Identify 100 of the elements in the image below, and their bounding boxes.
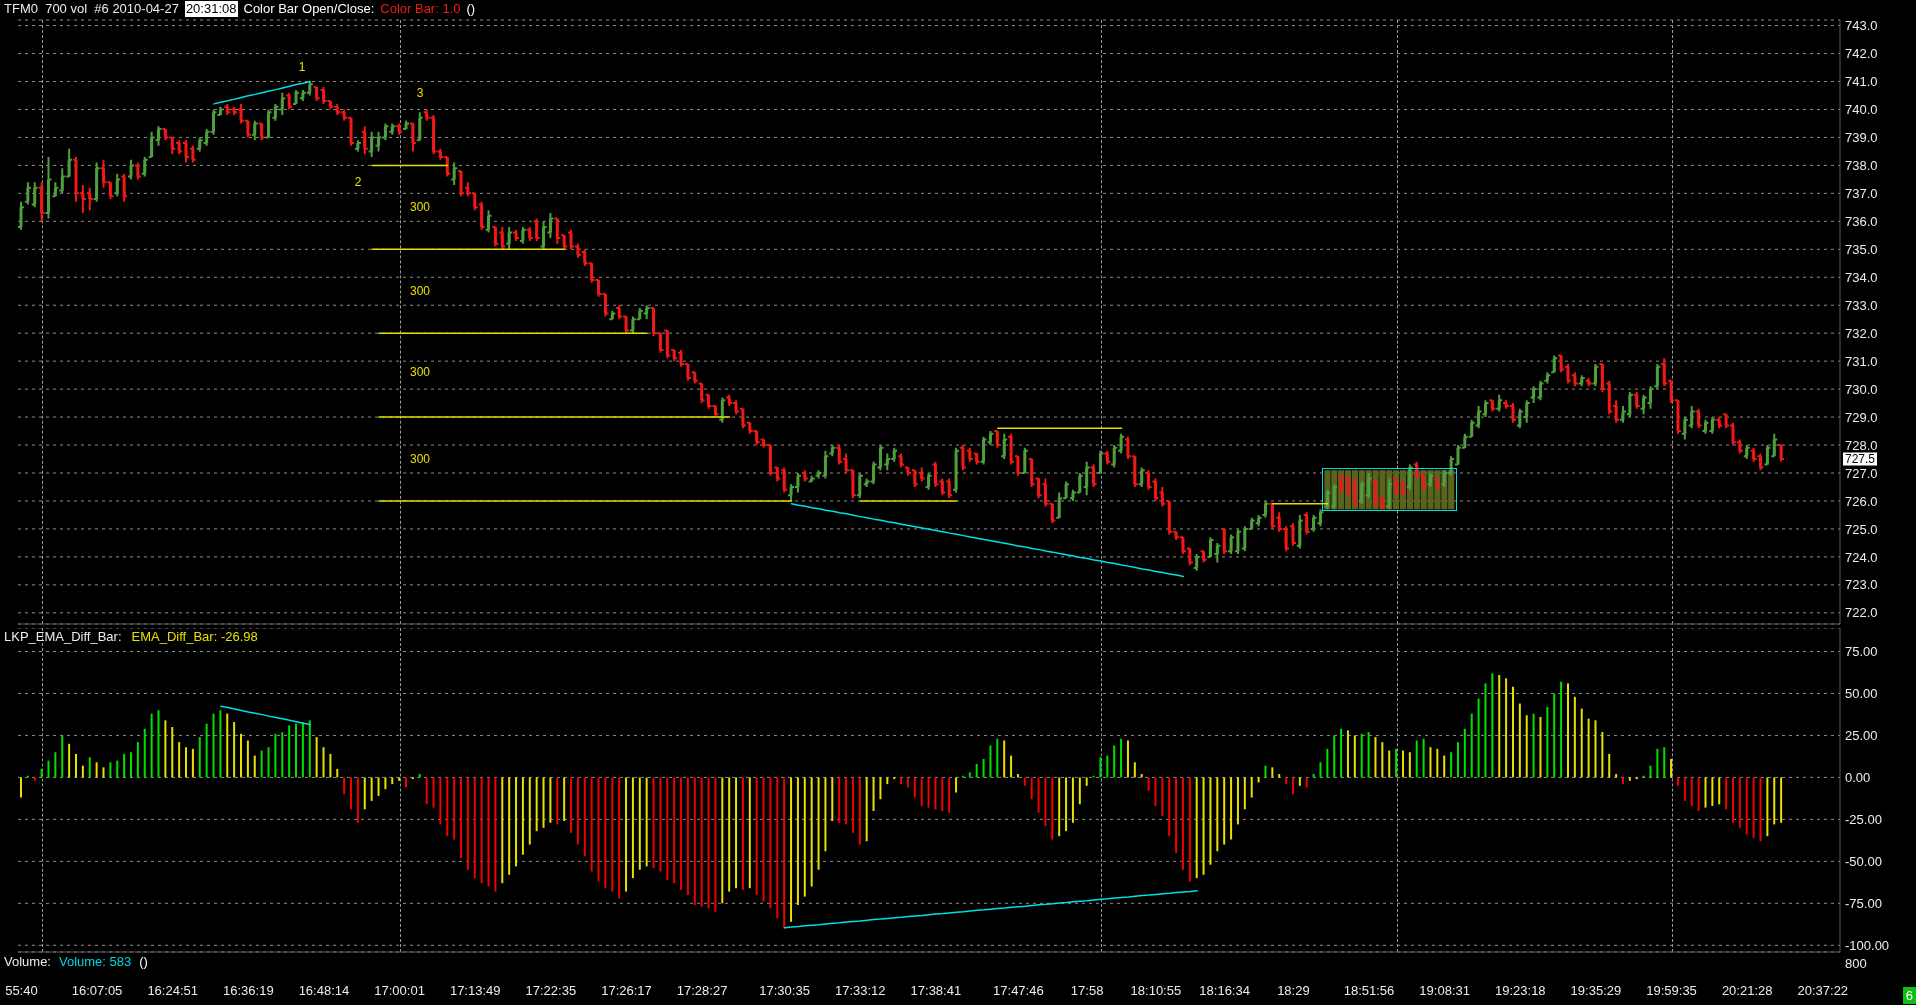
- bar: [597, 777, 600, 882]
- y-tick-label: 722.0: [1845, 605, 1878, 621]
- bar: [226, 713, 229, 778]
- bar: [1037, 777, 1040, 813]
- y-tick-label: 25.00: [1845, 728, 1878, 744]
- bar: [762, 777, 765, 902]
- bar: [625, 777, 628, 892]
- bar: [576, 777, 579, 845]
- bar: [1271, 767, 1274, 778]
- bar: [109, 762, 112, 778]
- y-tick-label: 728.0: [1845, 437, 1878, 453]
- bar: [1415, 740, 1418, 778]
- bar: [391, 777, 394, 785]
- x-tick-label: 19:08:31: [1419, 983, 1470, 999]
- bar: [1181, 777, 1184, 870]
- bar: [1436, 748, 1439, 778]
- bar: [130, 752, 133, 778]
- bar: [982, 758, 985, 778]
- bar: [1071, 777, 1074, 823]
- x-tick-label: 17:38:41: [910, 983, 962, 999]
- bar: [350, 777, 353, 810]
- bar: [1044, 777, 1047, 827]
- bar: [1532, 713, 1535, 778]
- y-tick-label: 743.0: [1845, 18, 1878, 34]
- bar: [1683, 777, 1686, 801]
- x-tick-label: 17:28:27: [676, 983, 728, 999]
- bar: [810, 777, 813, 887]
- chart-subtitle: 20:31:08: [184, 1, 238, 17]
- bar: [1106, 755, 1109, 778]
- x-tick-label: 16:36:19: [223, 983, 274, 999]
- bar: [1766, 777, 1769, 837]
- x-tick-label: 17:33:12: [834, 983, 886, 999]
- bar: [1690, 777, 1693, 806]
- bar: [1175, 777, 1178, 853]
- bar: [260, 750, 263, 778]
- bar: [171, 727, 174, 778]
- bar: [673, 777, 676, 884]
- bar: [1395, 748, 1398, 778]
- bar: [1195, 777, 1198, 879]
- bar: [68, 743, 71, 778]
- bar: [590, 777, 593, 872]
- bar: [123, 753, 126, 778]
- bar: [1738, 777, 1741, 828]
- bar: [1780, 777, 1783, 823]
- bar: [219, 710, 222, 778]
- bar: [1154, 777, 1157, 806]
- y-tick-label: 735.0: [1845, 241, 1878, 257]
- bar: [198, 737, 201, 778]
- bar: [501, 777, 504, 884]
- bar: [1065, 777, 1068, 832]
- x-tick-label: 17:22:35: [525, 983, 577, 999]
- bar: [1422, 738, 1425, 778]
- bar: [948, 777, 951, 813]
- bar: [281, 732, 284, 778]
- bar: [1580, 708, 1583, 778]
- bar: [886, 777, 889, 785]
- bar: [776, 777, 779, 919]
- bar: [790, 777, 793, 922]
- bar: [33, 777, 36, 781]
- y-tick-label: 738.0: [1845, 158, 1878, 174]
- bar: [1656, 748, 1659, 778]
- chart-subtitle: EMA_Diff_Bar: -26.98: [131, 629, 258, 645]
- bar: [363, 777, 366, 810]
- bar: [570, 777, 573, 833]
- bar: [212, 713, 215, 778]
- bar: [1346, 730, 1349, 778]
- bar: [102, 767, 105, 778]
- bar: [1408, 752, 1411, 778]
- bar: [336, 769, 339, 778]
- bar: [295, 723, 298, 778]
- x-tick-label: 16:48:14: [298, 983, 350, 999]
- annotation: 727.5: [1845, 451, 1876, 466]
- bar: [831, 777, 834, 822]
- bar: [1360, 733, 1363, 778]
- bar: [1608, 753, 1611, 778]
- bar: [61, 735, 64, 778]
- bar: [920, 777, 923, 806]
- bar: [865, 777, 868, 842]
- bar: [707, 777, 710, 909]
- bar: [1078, 777, 1081, 805]
- y-tick-label: 727.0: [1845, 465, 1878, 481]
- bar: [1546, 706, 1549, 778]
- bar: [1773, 777, 1776, 825]
- bar: [81, 765, 84, 778]
- y-tick-label: 726.0: [1845, 493, 1878, 509]
- bar: [1463, 728, 1466, 778]
- bar: [1257, 777, 1260, 783]
- y-tick-label: 730.0: [1845, 381, 1878, 397]
- y-tick-label: 50.00: [1845, 686, 1878, 702]
- x-tick-label: 19:35:29: [1570, 983, 1622, 999]
- bar: [301, 722, 304, 778]
- bar: [618, 777, 621, 899]
- x-tick-label: 20:21:28: [1721, 983, 1773, 999]
- line-series: [790, 503, 1185, 578]
- bar: [1470, 713, 1473, 778]
- x-tick-label: 16:24:51: [147, 983, 198, 999]
- bar: [40, 769, 43, 778]
- annotation: 300: [409, 284, 431, 298]
- bar: [521, 777, 524, 855]
- x-tick-label: 18:10:55: [1130, 983, 1182, 999]
